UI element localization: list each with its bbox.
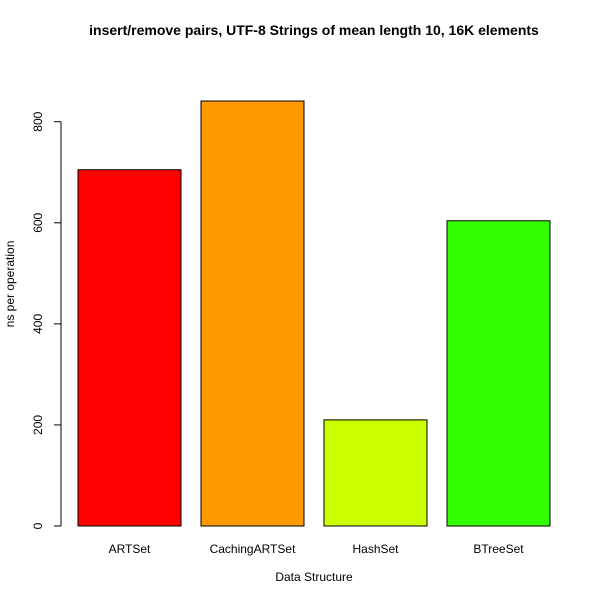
x-category-label: BTreeSet <box>473 542 524 556</box>
x-axis-categories: ARTSet CachingARTSet HashSet BTreeSet <box>109 542 525 556</box>
y-tick-label: 200 <box>31 415 45 435</box>
x-category-label: ARTSet <box>109 542 151 556</box>
bar-btreeset <box>446 220 551 527</box>
bar-cachingartset <box>200 100 305 527</box>
bar-hashset <box>323 419 428 527</box>
y-axis-label: ns per operation <box>3 241 17 328</box>
bar-artset <box>77 169 182 527</box>
y-tick-label: 400 <box>31 314 45 334</box>
x-category-label: HashSet <box>352 542 399 556</box>
y-tick-label: 0 <box>31 522 45 529</box>
bars-layer <box>77 100 551 527</box>
x-axis-label: Data Structure <box>275 570 353 584</box>
y-axis: 0 200 400 600 800 <box>31 111 62 529</box>
y-tick-label: 600 <box>31 212 45 232</box>
y-tick-label: 800 <box>31 111 45 131</box>
x-category-label: CachingARTSet <box>210 542 296 556</box>
chart-title: insert/remove pairs, UTF-8 Strings of me… <box>89 22 539 38</box>
